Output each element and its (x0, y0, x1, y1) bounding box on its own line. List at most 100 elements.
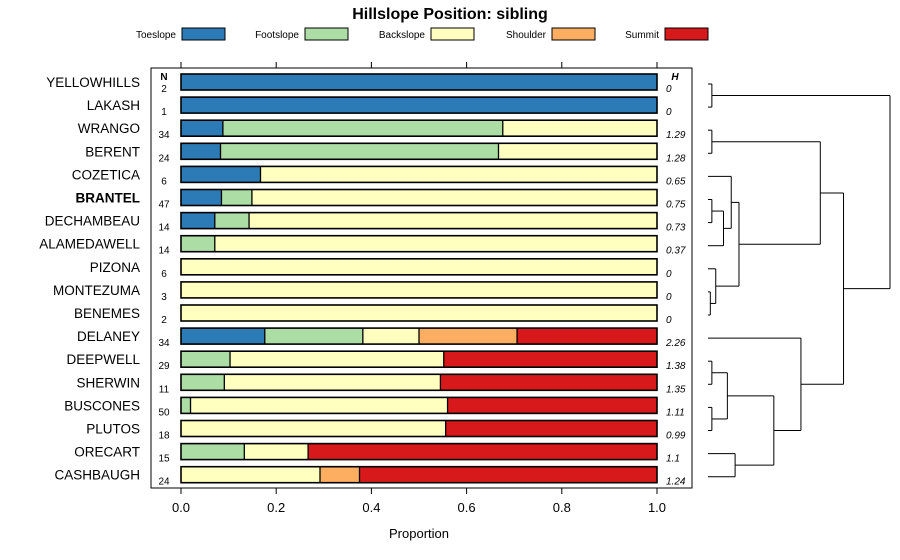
bar-outline-alamedawell (180, 234, 658, 253)
row-n-wrango: 34 (158, 130, 170, 141)
bar-outline-yellowhills (180, 73, 658, 91)
bar-outline-lakash (180, 96, 658, 114)
bar-segment-brantel-backslope (251, 189, 657, 206)
legend-swatch-footslope (304, 27, 349, 41)
bar-segment-lakash-toeslope (181, 97, 657, 114)
row-n-yellowhills: 2 (161, 84, 167, 95)
bar-segment-yellowhills-toeslope (181, 74, 657, 90)
legend-swatch-shoulder (551, 27, 596, 41)
row-h-benemes: 0 (666, 315, 672, 326)
bar-segment-berent-footslope (220, 143, 499, 160)
bar-outline-buscones (180, 396, 658, 415)
bar-segment-buscones-summit (447, 397, 657, 414)
n-header: N (160, 72, 167, 83)
bar-segment-sherwin-summit (440, 374, 657, 391)
row-label-sherwin: SHERWIN (76, 375, 140, 390)
row-n-brantel: 47 (158, 200, 170, 211)
row-n-montezuma: 3 (161, 292, 167, 303)
bar-outline-sherwin (180, 373, 658, 392)
row-n-berent: 24 (158, 153, 170, 164)
row-n-cozetica: 6 (161, 176, 167, 187)
row-label-delaney: DELANEY (77, 329, 140, 344)
bar-outline-brantel (180, 188, 658, 207)
row-n-buscones: 50 (158, 407, 170, 418)
row-label-orecart: ORECART (74, 445, 140, 460)
row-h-sherwin: 1.35 (666, 384, 686, 395)
row-h-lakash: 0 (666, 107, 672, 118)
row-h-deepwell: 1.38 (666, 361, 686, 372)
bar-segment-delaney-footslope (264, 328, 363, 345)
bar-segment-delaney-toeslope (181, 328, 265, 345)
bar-outline-pizona (180, 257, 658, 276)
bar-segment-dechambeau-backslope (249, 212, 657, 229)
bar-segment-wrango-backslope (502, 120, 657, 137)
legend-label-footslope: Footslope (255, 30, 299, 41)
bar-segment-brantel-footslope (221, 189, 252, 206)
bar-outline-berent (180, 142, 658, 161)
row-label-pizona: PIZONA (90, 260, 140, 275)
bar-segment-plutos-backslope (181, 420, 446, 437)
row-h-alamedawell: 0.37 (666, 246, 686, 257)
bar-segment-pizona-backslope (181, 258, 657, 275)
bar-outline-deepwell (180, 350, 658, 369)
row-h-buscones: 1.11 (666, 407, 685, 418)
row-label-buscones: BUSCONES (64, 398, 140, 413)
bar-segment-plutos-summit (445, 420, 657, 437)
row-h-pizona: 0 (666, 269, 672, 280)
legend-label-backslope: Backslope (379, 30, 426, 41)
x-tick-label: 0.6 (458, 500, 476, 515)
row-h-berent: 1.28 (666, 153, 686, 164)
bar-segment-deepwell-summit (443, 351, 657, 368)
legend-label-summit: Summit (625, 30, 659, 41)
bar-segment-orecart-footslope (181, 443, 245, 460)
bar-segment-deepwell-backslope (230, 351, 444, 368)
row-n-orecart: 15 (158, 454, 170, 465)
legend-label-toeslope: Toeslope (136, 30, 176, 41)
x-tick-label: 0.0 (172, 500, 190, 515)
row-label-yellowhills: YELLOWHILLS (46, 75, 140, 90)
row-n-lakash: 1 (161, 107, 167, 118)
legend-label-shoulder: Shoulder (506, 30, 547, 41)
bar-segment-delaney-backslope (362, 328, 419, 345)
legend-swatch-toeslope (181, 27, 226, 41)
bar-outline-orecart (180, 442, 658, 461)
row-h-cozetica: 0.65 (666, 176, 686, 187)
row-label-brantel: BRANTEL (76, 191, 141, 206)
row-label-deepwell: DEEPWELL (66, 352, 140, 367)
row-h-plutos: 0.99 (666, 431, 686, 442)
dendrogram (708, 83, 891, 478)
bar-segment-wrango-toeslope (181, 120, 223, 137)
legend: Toeslope Footslope Backslope Shoulder Summit (136, 27, 709, 41)
bar-segment-cozetica-toeslope (181, 166, 261, 183)
bar-segment-orecart-summit (308, 443, 657, 460)
bar-segment-berent-backslope (498, 143, 657, 160)
row-h-dechambeau: 0.73 (666, 223, 686, 234)
row-h-delaney: 2.26 (665, 338, 686, 349)
bar-segment-alamedawell-footslope (181, 235, 215, 252)
bar-segment-alamedawell-backslope (214, 235, 657, 252)
bar-segment-dechambeau-toeslope (181, 212, 215, 229)
row-label-wrango: WRANGO (78, 121, 140, 136)
row-n-dechambeau: 14 (158, 223, 170, 234)
bar-outline-cozetica (180, 165, 658, 184)
bar-segment-dechambeau-footslope (214, 212, 250, 229)
row-h-montezuma: 0 (666, 292, 672, 303)
bar-segment-cashbaugh-backslope (181, 466, 320, 483)
bar-outline-montezuma (180, 281, 658, 299)
bar-segment-brantel-toeslope (181, 189, 222, 206)
bar-outline-wrango (180, 119, 658, 137)
bar-outline-cashbaugh (180, 465, 658, 484)
row-label-dechambeau: DECHAMBEAU (45, 214, 140, 229)
row-label-berent: BERENT (85, 144, 140, 159)
row-n-deepwell: 29 (158, 361, 170, 372)
bar-outline-benemes (180, 304, 658, 322)
row-h-cashbaugh: 1.24 (666, 477, 686, 488)
bar-segment-cashbaugh-shoulder (319, 466, 360, 483)
row-n-cashbaugh: 24 (158, 477, 170, 488)
chart-title: Hillslope Position: sibling (352, 6, 548, 23)
plot-panel: N H (150, 67, 693, 489)
x-tick-label: 0.4 (362, 500, 380, 515)
bar-segment-cashbaugh-summit (359, 466, 657, 483)
bar-segment-montezuma-backslope (181, 281, 657, 298)
